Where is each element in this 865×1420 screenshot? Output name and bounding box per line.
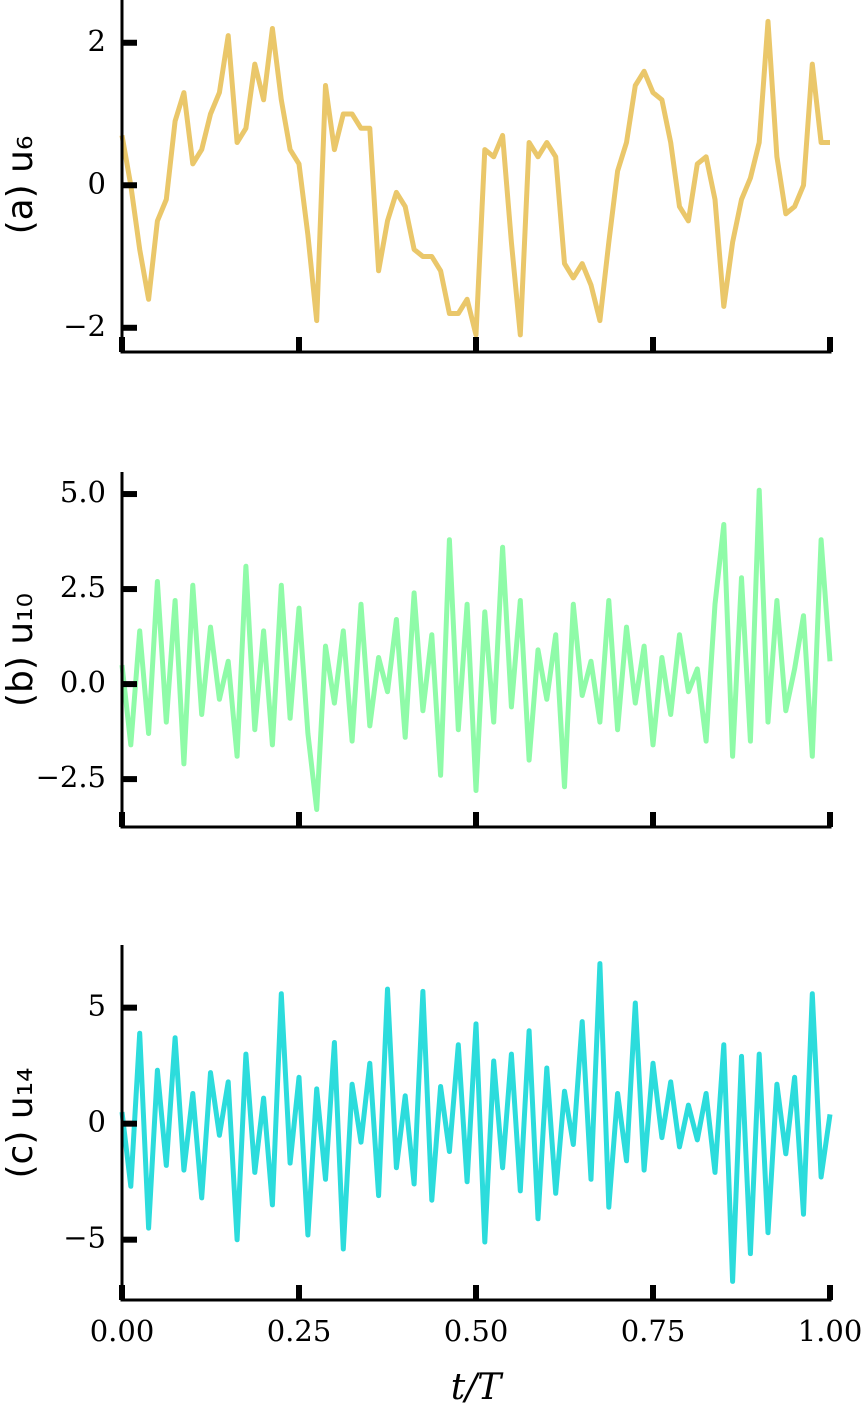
y-tick-label: 0 xyxy=(88,1105,106,1139)
y-tick-label: 2.5 xyxy=(60,570,106,604)
y-tick-label: 0 xyxy=(88,166,106,200)
data-line xyxy=(119,487,833,812)
y-tick-label: 0.0 xyxy=(60,665,106,699)
x-tick-label: 0.50 xyxy=(444,1314,509,1348)
y-axis-label: (a) u₆ xyxy=(0,136,41,235)
x-tick-label: 0.00 xyxy=(90,1314,155,1348)
x-tick-label: 0.75 xyxy=(621,1314,686,1348)
x-tick-label: 1.00 xyxy=(798,1314,863,1348)
y-tick-label: 2 xyxy=(88,24,106,58)
y-tick-label: −5 xyxy=(63,1221,106,1255)
y-tick-label: −2 xyxy=(63,309,106,343)
y-axis-label: (b) u₁₀ xyxy=(0,593,41,707)
y-tick-label: 5.0 xyxy=(60,475,106,509)
y-axis-label: (c) u₁₄ xyxy=(0,1067,41,1178)
y-tick-label: −2.5 xyxy=(36,760,106,794)
data-line xyxy=(119,961,833,1284)
x-tick-label: 0.25 xyxy=(267,1314,332,1348)
data-line xyxy=(119,18,830,338)
y-tick-label: 5 xyxy=(88,989,106,1023)
x-axis-label: t/T xyxy=(451,1367,505,1408)
